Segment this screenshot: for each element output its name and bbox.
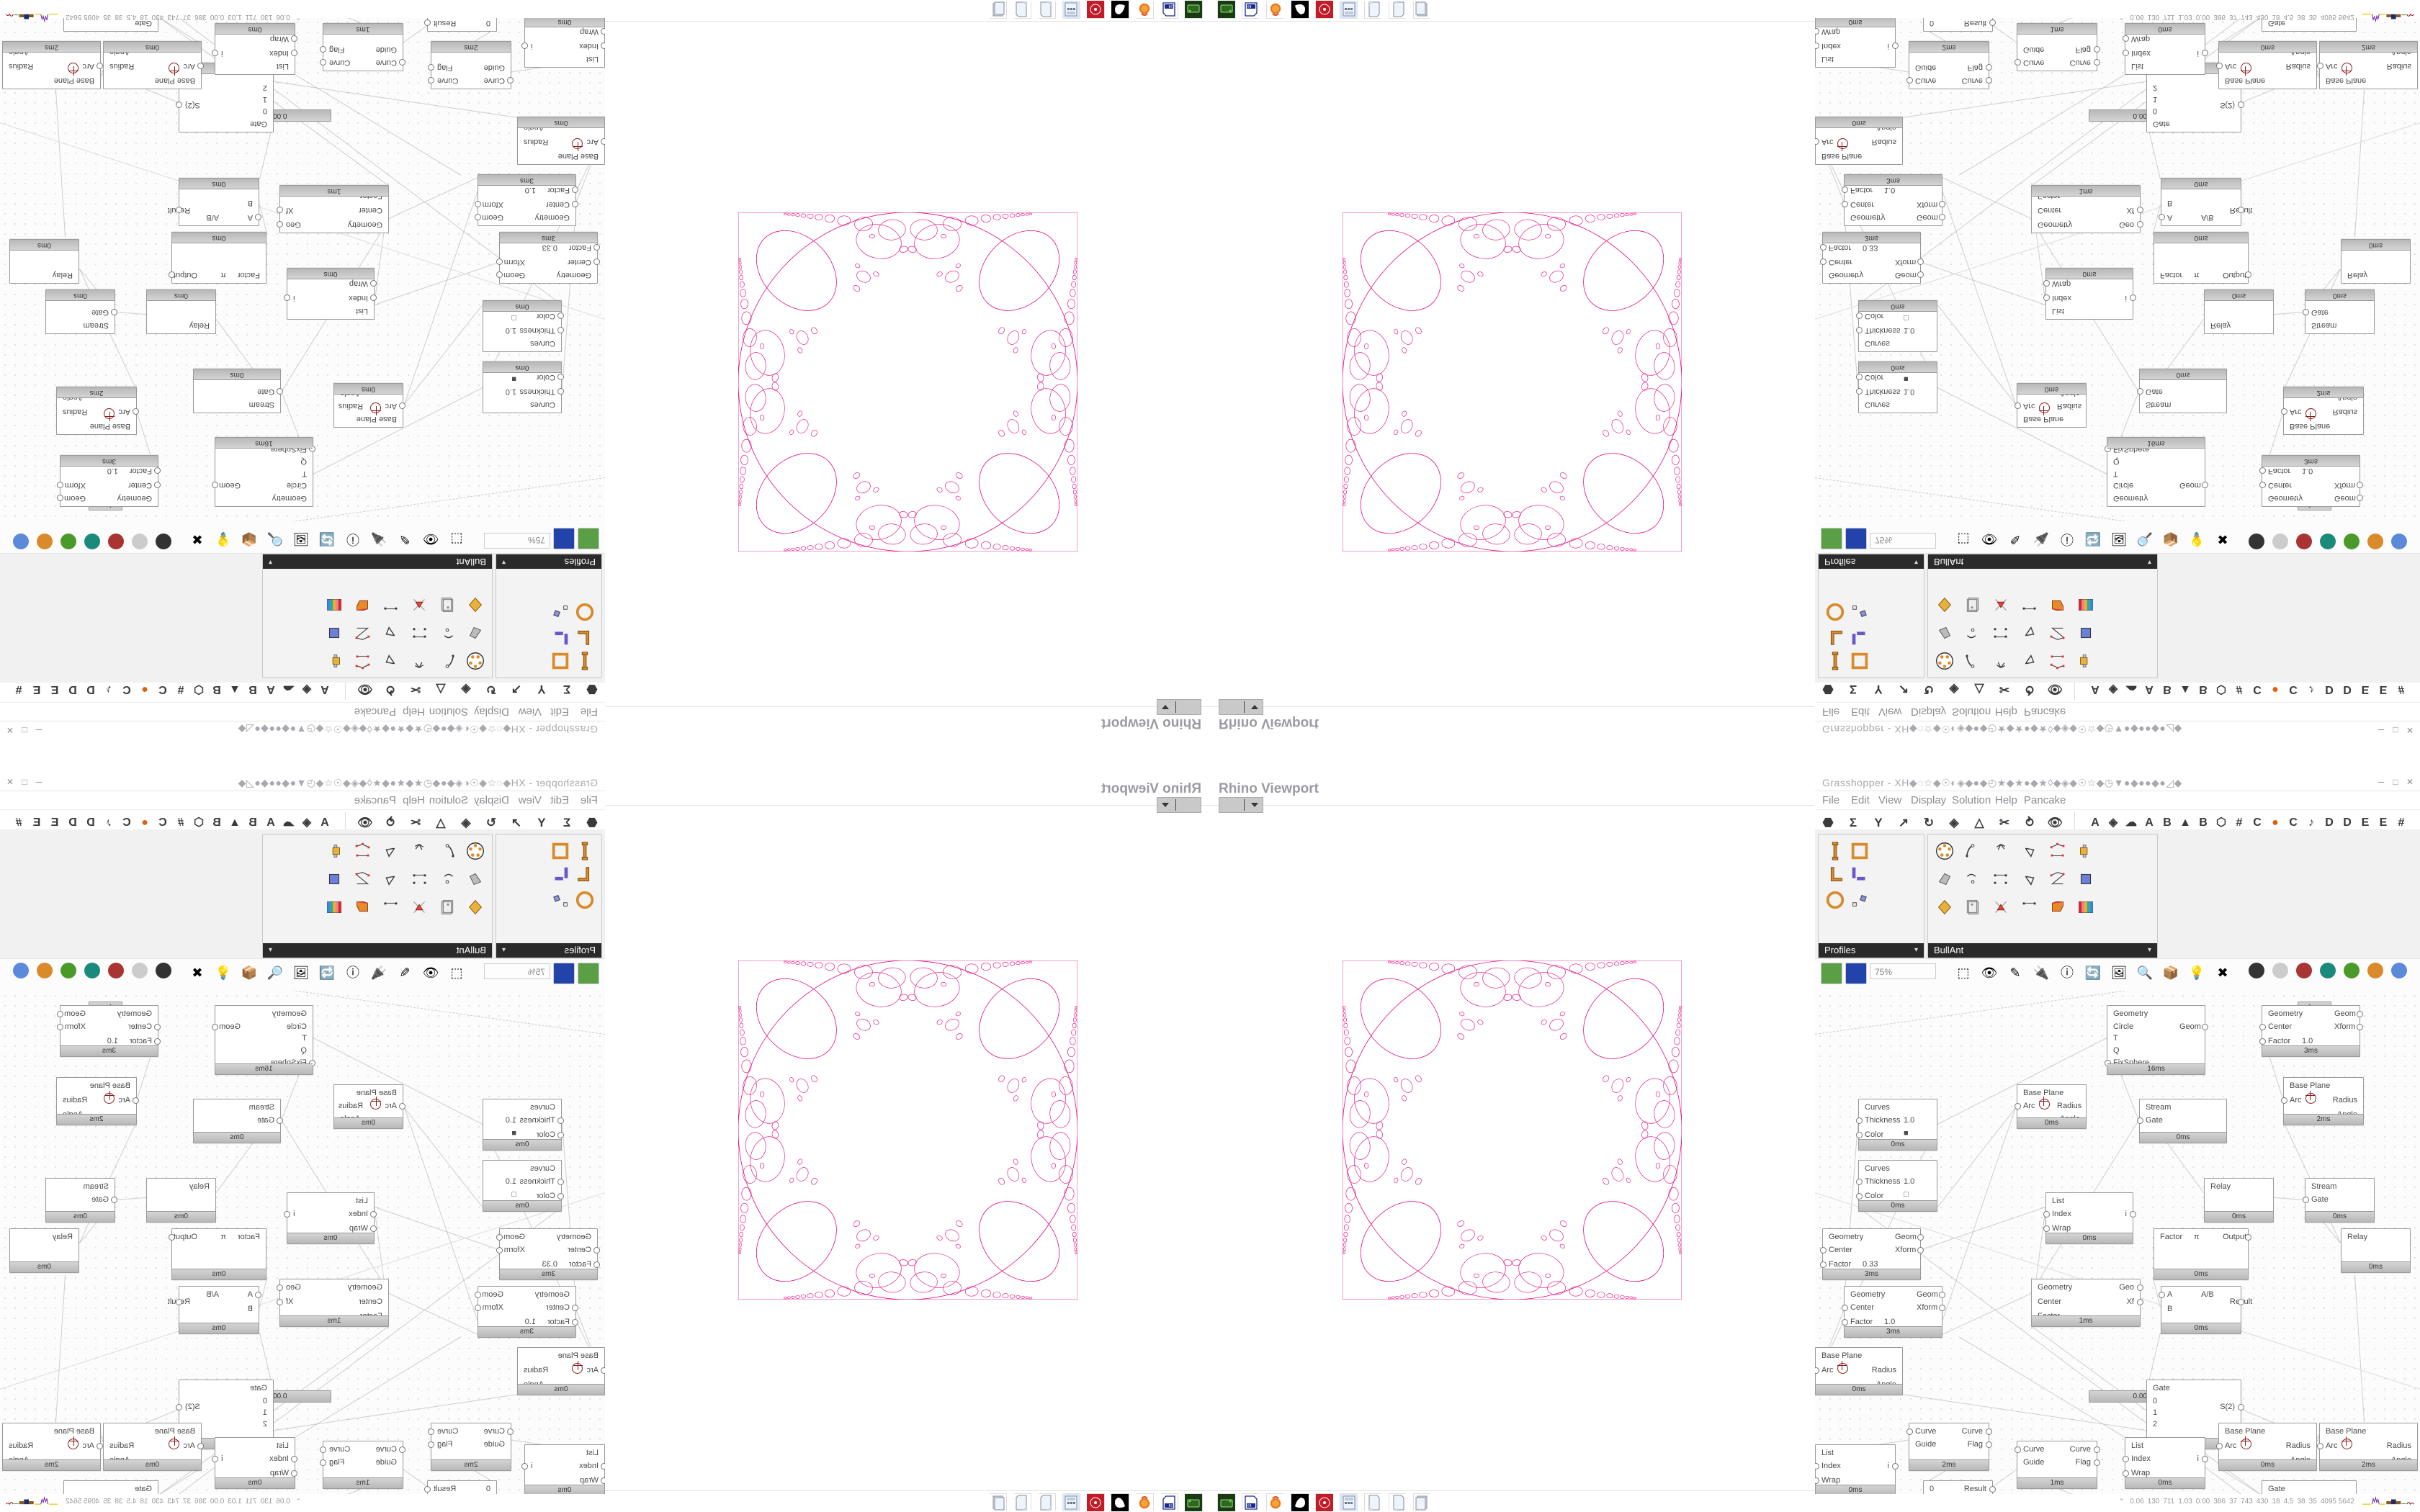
svg-text:64: 64 [1168,1504,1173,1508]
svg-text:64: 64 [1168,4,1173,8]
svg-text:64: 64 [1247,1504,1252,1508]
svg-text:64: 64 [1247,4,1252,8]
